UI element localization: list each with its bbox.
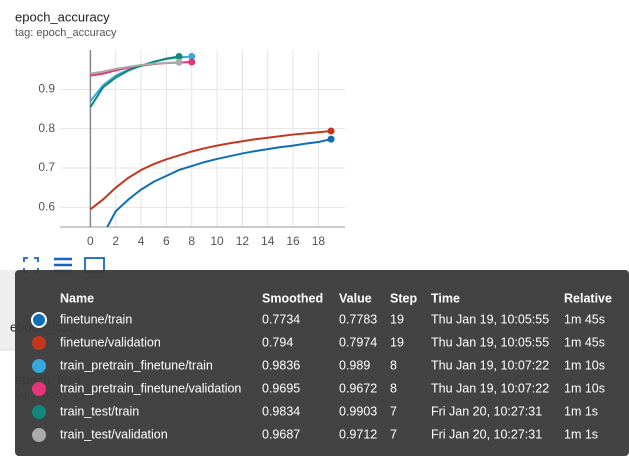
end-point [188, 58, 196, 66]
end-point [327, 135, 335, 143]
x-tick-label: 2 [112, 234, 119, 248]
row-cell: 1m 45s [564, 335, 605, 349]
column-header: Relative [564, 291, 612, 305]
row-cell: 8 [390, 381, 397, 395]
row-cell: 19 [390, 312, 404, 326]
row-name: finetune/validation [60, 335, 161, 349]
legend-dot [31, 312, 47, 328]
legend-dot [32, 382, 46, 396]
card-shade [0, 270, 16, 350]
row-cell: Thu Jan 19, 10:07:22 [431, 381, 549, 395]
row-cell: Thu Jan 19, 10:05:55 [431, 335, 549, 349]
x-tick-label: 14 [261, 234, 275, 248]
end-point [175, 58, 183, 66]
chart-title: epoch_accuracy [15, 9, 110, 24]
row-cell: 0.989 [339, 358, 370, 372]
end-point [327, 127, 335, 135]
end-point [188, 52, 196, 60]
row-cell: 0.7783 [339, 312, 377, 326]
row-cell: 0.9903 [339, 404, 377, 418]
legend-dot [32, 359, 46, 373]
row-cell: 0.9834 [262, 404, 300, 418]
series-lines [89, 55, 332, 227]
end-point [175, 53, 183, 61]
row-cell: 8 [390, 358, 397, 372]
row-cell: 0.9672 [339, 381, 377, 395]
row-cell: Thu Jan 19, 10:05:55 [431, 312, 549, 326]
column-header: Value [339, 291, 372, 305]
x-tick-label: 6 [163, 234, 170, 248]
row-cell: 1m 10s [564, 381, 605, 395]
toolbar [23, 257, 105, 273]
row-cell: 1m 45s [564, 312, 605, 326]
column-header: Name [60, 291, 94, 305]
line [89, 55, 180, 108]
line [89, 130, 332, 211]
row-cell: Thu Jan 19, 10:07:22 [431, 358, 549, 372]
line [90, 61, 180, 75]
column-header: Time [431, 291, 460, 305]
column-header: Step [390, 291, 417, 305]
row-cell: 0.7974 [339, 335, 377, 349]
row-name: train_test/train [60, 404, 139, 418]
row-cell: 7 [390, 427, 397, 441]
y-tick-label: 0.8 [38, 121, 55, 135]
x-tick-label: 8 [188, 234, 195, 248]
row-cell: 1m 10s [564, 358, 605, 372]
row-cell: Fri Jan 20, 10:27:31 [431, 427, 542, 441]
row-cell: 0.9687 [262, 427, 300, 441]
row-name: train_pretrain_finetune/validation [60, 381, 241, 395]
fit-icon[interactable] [84, 257, 105, 273]
x-tick-label: 18 [312, 234, 326, 248]
chart-subtitle: tag: epoch_accuracy [15, 27, 117, 39]
y-tick-label: 0.9 [38, 82, 55, 96]
legend-dot [32, 336, 46, 350]
row-cell: Fri Jan 20, 10:27:31 [431, 404, 542, 418]
x-tick-label: 4 [138, 234, 145, 248]
list-icon[interactable] [54, 257, 72, 273]
row-name: train_test/validation [60, 427, 168, 441]
legend-dot [32, 405, 46, 419]
plot: 0.6 0.7 0.8 0.9 0 2 4 6 8 10 12 14 16 18 [38, 50, 345, 248]
row-cell: 19 [390, 335, 404, 349]
row-cell: 0.9695 [262, 381, 300, 395]
x-tick-label: 0 [87, 234, 94, 248]
row-name: finetune/train [60, 312, 132, 326]
row-cell: 0.794 [262, 335, 293, 349]
column-header: Smoothed [262, 291, 323, 305]
legend-dot [32, 428, 46, 442]
row-cell: 1m 1s [564, 427, 598, 441]
row-cell: 1m 1s [564, 404, 598, 418]
line [106, 138, 332, 227]
row-name: train_pretrain_finetune/train [60, 358, 213, 372]
row-cell: 0.9836 [262, 358, 300, 372]
row-cell: 0.9712 [339, 427, 377, 441]
row-cell: 7 [390, 404, 397, 418]
fullscreen-icon[interactable] [23, 257, 39, 273]
x-tick-label: 16 [286, 234, 300, 248]
row-cell: 0.7734 [262, 312, 300, 326]
y-tick-label: 0.7 [38, 160, 55, 174]
tooltip-table: Name Smoothed Value Step Time Relative finetun… [31, 291, 612, 442]
tooltip [15, 270, 629, 456]
x-tick-label: 10 [210, 234, 224, 248]
y-tick-label: 0.6 [38, 200, 55, 214]
x-tick-label: 12 [236, 234, 250, 248]
